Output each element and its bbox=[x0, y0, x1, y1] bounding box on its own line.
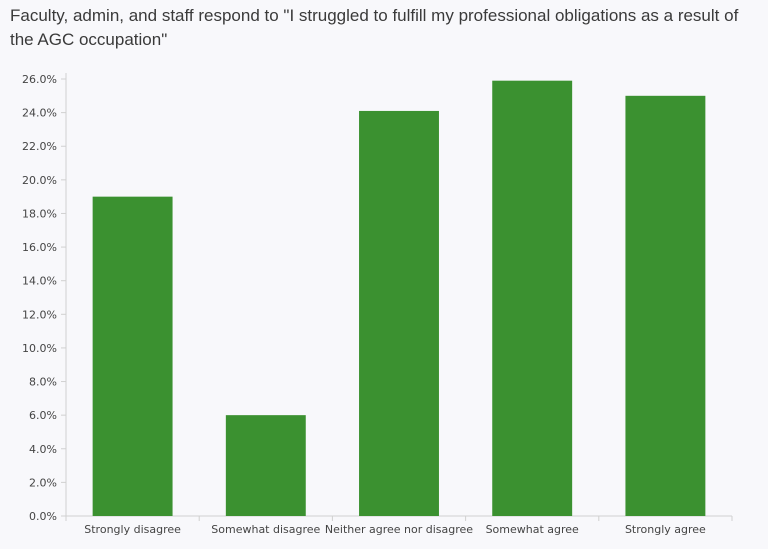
x-category-label: Somewhat agree bbox=[486, 523, 579, 536]
y-tick-label: 26.0% bbox=[22, 73, 57, 86]
y-tick-label: 4.0% bbox=[29, 443, 57, 456]
y-tick-label: 8.0% bbox=[29, 376, 57, 389]
y-tick-label: 2.0% bbox=[29, 476, 57, 489]
bar bbox=[359, 110, 439, 516]
y-tick-label: 10.0% bbox=[22, 342, 57, 355]
x-category-label: Somewhat disagree bbox=[211, 523, 320, 536]
bar bbox=[92, 196, 173, 516]
y-tick-label: 20.0% bbox=[22, 174, 57, 187]
y-tick-label: 6.0% bbox=[29, 409, 57, 422]
bar bbox=[225, 415, 306, 516]
bar bbox=[625, 95, 706, 517]
x-category-label: Strongly disagree bbox=[84, 523, 181, 536]
y-tick-label: 14.0% bbox=[22, 275, 57, 288]
y-tick-label: 22.0% bbox=[22, 140, 57, 153]
x-category-label: Neither agree nor disagree bbox=[325, 523, 473, 536]
chart-title: Faculty, admin, and staff respond to "I … bbox=[10, 6, 739, 49]
bar bbox=[492, 80, 573, 516]
chart-bars bbox=[92, 80, 706, 517]
y-tick-label: 16.0% bbox=[22, 241, 57, 254]
y-tick-label: 0.0% bbox=[29, 510, 57, 523]
y-tick-label: 18.0% bbox=[22, 207, 57, 220]
x-category-label: Strongly agree bbox=[625, 523, 706, 536]
chart-labels: 0.0% 2.0% 4.0% 6.0% 8.0% 10.0% 12.0% 14.0% 16.0%… bbox=[22, 73, 706, 536]
y-tick-label: 12.0% bbox=[22, 308, 57, 321]
y-tick-label: 24.0% bbox=[22, 107, 57, 120]
